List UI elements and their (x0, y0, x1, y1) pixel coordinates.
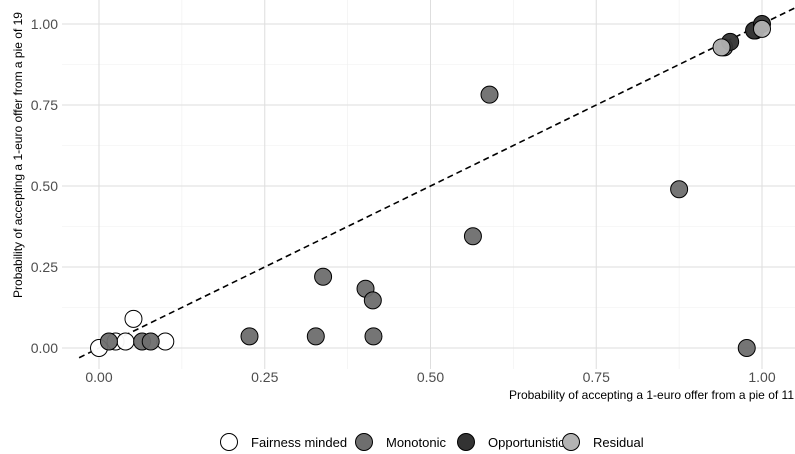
x-axis-title: Probability of accepting a 1-euro offer … (509, 388, 794, 402)
x-tick-label: 0.00 (85, 369, 112, 385)
legend-key-residual (562, 433, 580, 451)
legend-key-fairness-minded (220, 433, 238, 451)
y-tick-label: 1.00 (31, 16, 58, 32)
point-monotonic (480, 85, 499, 104)
legend-label-residual: Residual (593, 435, 644, 450)
point-monotonic (737, 339, 756, 357)
point-fairness-minded (116, 332, 135, 351)
points-layer (90, 15, 771, 357)
legend-key-monotonic (355, 433, 373, 451)
x-tick-label: 0.50 (417, 369, 444, 385)
legend-key-opportunistic (457, 433, 475, 451)
point-monotonic (670, 180, 689, 199)
point-monotonic (364, 327, 383, 346)
point-monotonic (363, 291, 382, 310)
legend-label-opportunistic: Opportunistic (488, 435, 565, 450)
point-monotonic (240, 327, 259, 346)
point-monotonic (141, 332, 160, 351)
point-monotonic (99, 332, 118, 351)
y-tick-label: 0.75 (31, 97, 58, 113)
x-tick-label: 1.00 (748, 369, 775, 385)
reference-line (78, 7, 795, 359)
y-tick-label: 0.00 (31, 340, 58, 356)
point-fairness-minded (124, 309, 143, 328)
point-monotonic (314, 267, 333, 286)
y-axis-title: Probability of accepting a 1-euro offer … (11, 12, 25, 298)
legend-label-fairness-minded: Fairness minded (251, 435, 347, 450)
legend-label-monotonic: Monotonic (386, 435, 446, 450)
point-residual (712, 38, 731, 57)
reference-line-layer (78, 7, 795, 359)
point-monotonic (306, 327, 325, 346)
point-monotonic (463, 227, 482, 246)
legend: Fairness minded Monotonic Opportunistic Res… (220, 433, 644, 451)
y-tick-label: 0.50 (31, 178, 58, 194)
y-tick-label: 0.25 (31, 259, 58, 275)
x-tick-label: 0.75 (583, 369, 610, 385)
axis-layer: 0.00 0.25 0.50 0.75 1.00 0.00 0.25 0.50 0.75 1.00 (31, 16, 776, 385)
point-residual (753, 19, 771, 38)
grid-layer (62, 0, 795, 369)
x-tick-label: 0.25 (251, 369, 278, 385)
